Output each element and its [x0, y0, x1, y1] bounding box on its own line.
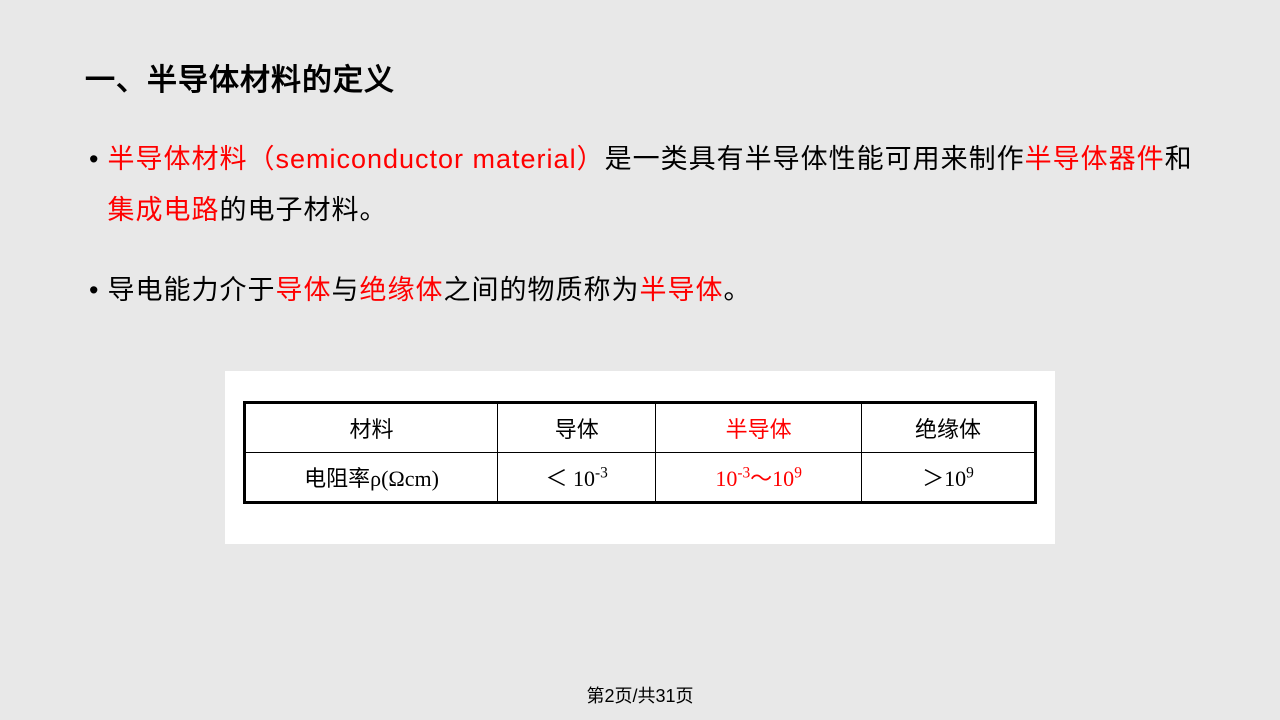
- table-cell: ＜ 10-3: [498, 452, 656, 502]
- bullet-text-1: 半导体材料（semiconductor material）是一类具有半导体性能可…: [107, 134, 1195, 237]
- bullet-text-2: 导电能力介于导体与绝缘体之间的物质称为半导体。: [107, 265, 1195, 316]
- resistivity-table-container: 材料导体半导体绝缘体电阻率ρ(Ωcm)＜ 10-310-3～109＞109: [225, 371, 1055, 544]
- slide-heading: 一、半导体材料的定义: [85, 55, 1195, 99]
- text-segment: 之间的物质称为: [443, 275, 639, 305]
- table-cell: 半导体: [656, 402, 862, 452]
- table-row: 材料导体半导体绝缘体: [245, 402, 1036, 452]
- table-cell: 材料: [245, 402, 498, 452]
- table-cell: ＞109: [861, 452, 1035, 502]
- text-segment: 绝缘体: [359, 275, 443, 305]
- text-segment: 的电子材料。: [219, 195, 387, 225]
- text-segment: 导体: [275, 275, 331, 305]
- bullet-marker: •: [89, 134, 99, 185]
- text-segment: 半导体: [639, 275, 723, 305]
- bullet-item-2: • 导电能力介于导体与绝缘体之间的物质称为半导体。: [85, 265, 1195, 316]
- bullet-marker: •: [89, 265, 99, 316]
- text-segment: 集成电路: [107, 195, 219, 225]
- text-segment: 和: [1165, 144, 1193, 174]
- page-number: 第2页/共31页: [0, 682, 1280, 708]
- table-cell: 电阻率ρ(Ωcm): [245, 452, 498, 502]
- text-segment: 导电能力介于: [107, 275, 275, 305]
- text-segment: 半导体器件: [1025, 144, 1165, 174]
- table-row: 电阻率ρ(Ωcm)＜ 10-310-3～109＞109: [245, 452, 1036, 502]
- text-segment: 半导体材料（semiconductor material）: [107, 144, 604, 174]
- text-segment: 与: [331, 275, 359, 305]
- table-cell: 10-3～109: [656, 452, 862, 502]
- table-cell: 绝缘体: [861, 402, 1035, 452]
- slide-content: 一、半导体材料的定义 • 半导体材料（semiconductor materia…: [0, 0, 1280, 544]
- table-cell: 导体: [498, 402, 656, 452]
- bullet-item-1: • 半导体材料（semiconductor material）是一类具有半导体性…: [85, 134, 1195, 237]
- text-segment: 。: [723, 275, 751, 305]
- resistivity-table: 材料导体半导体绝缘体电阻率ρ(Ωcm)＜ 10-310-3～109＞109: [243, 401, 1037, 504]
- text-segment: 是一类具有半导体性能可用来制作: [605, 144, 1025, 174]
